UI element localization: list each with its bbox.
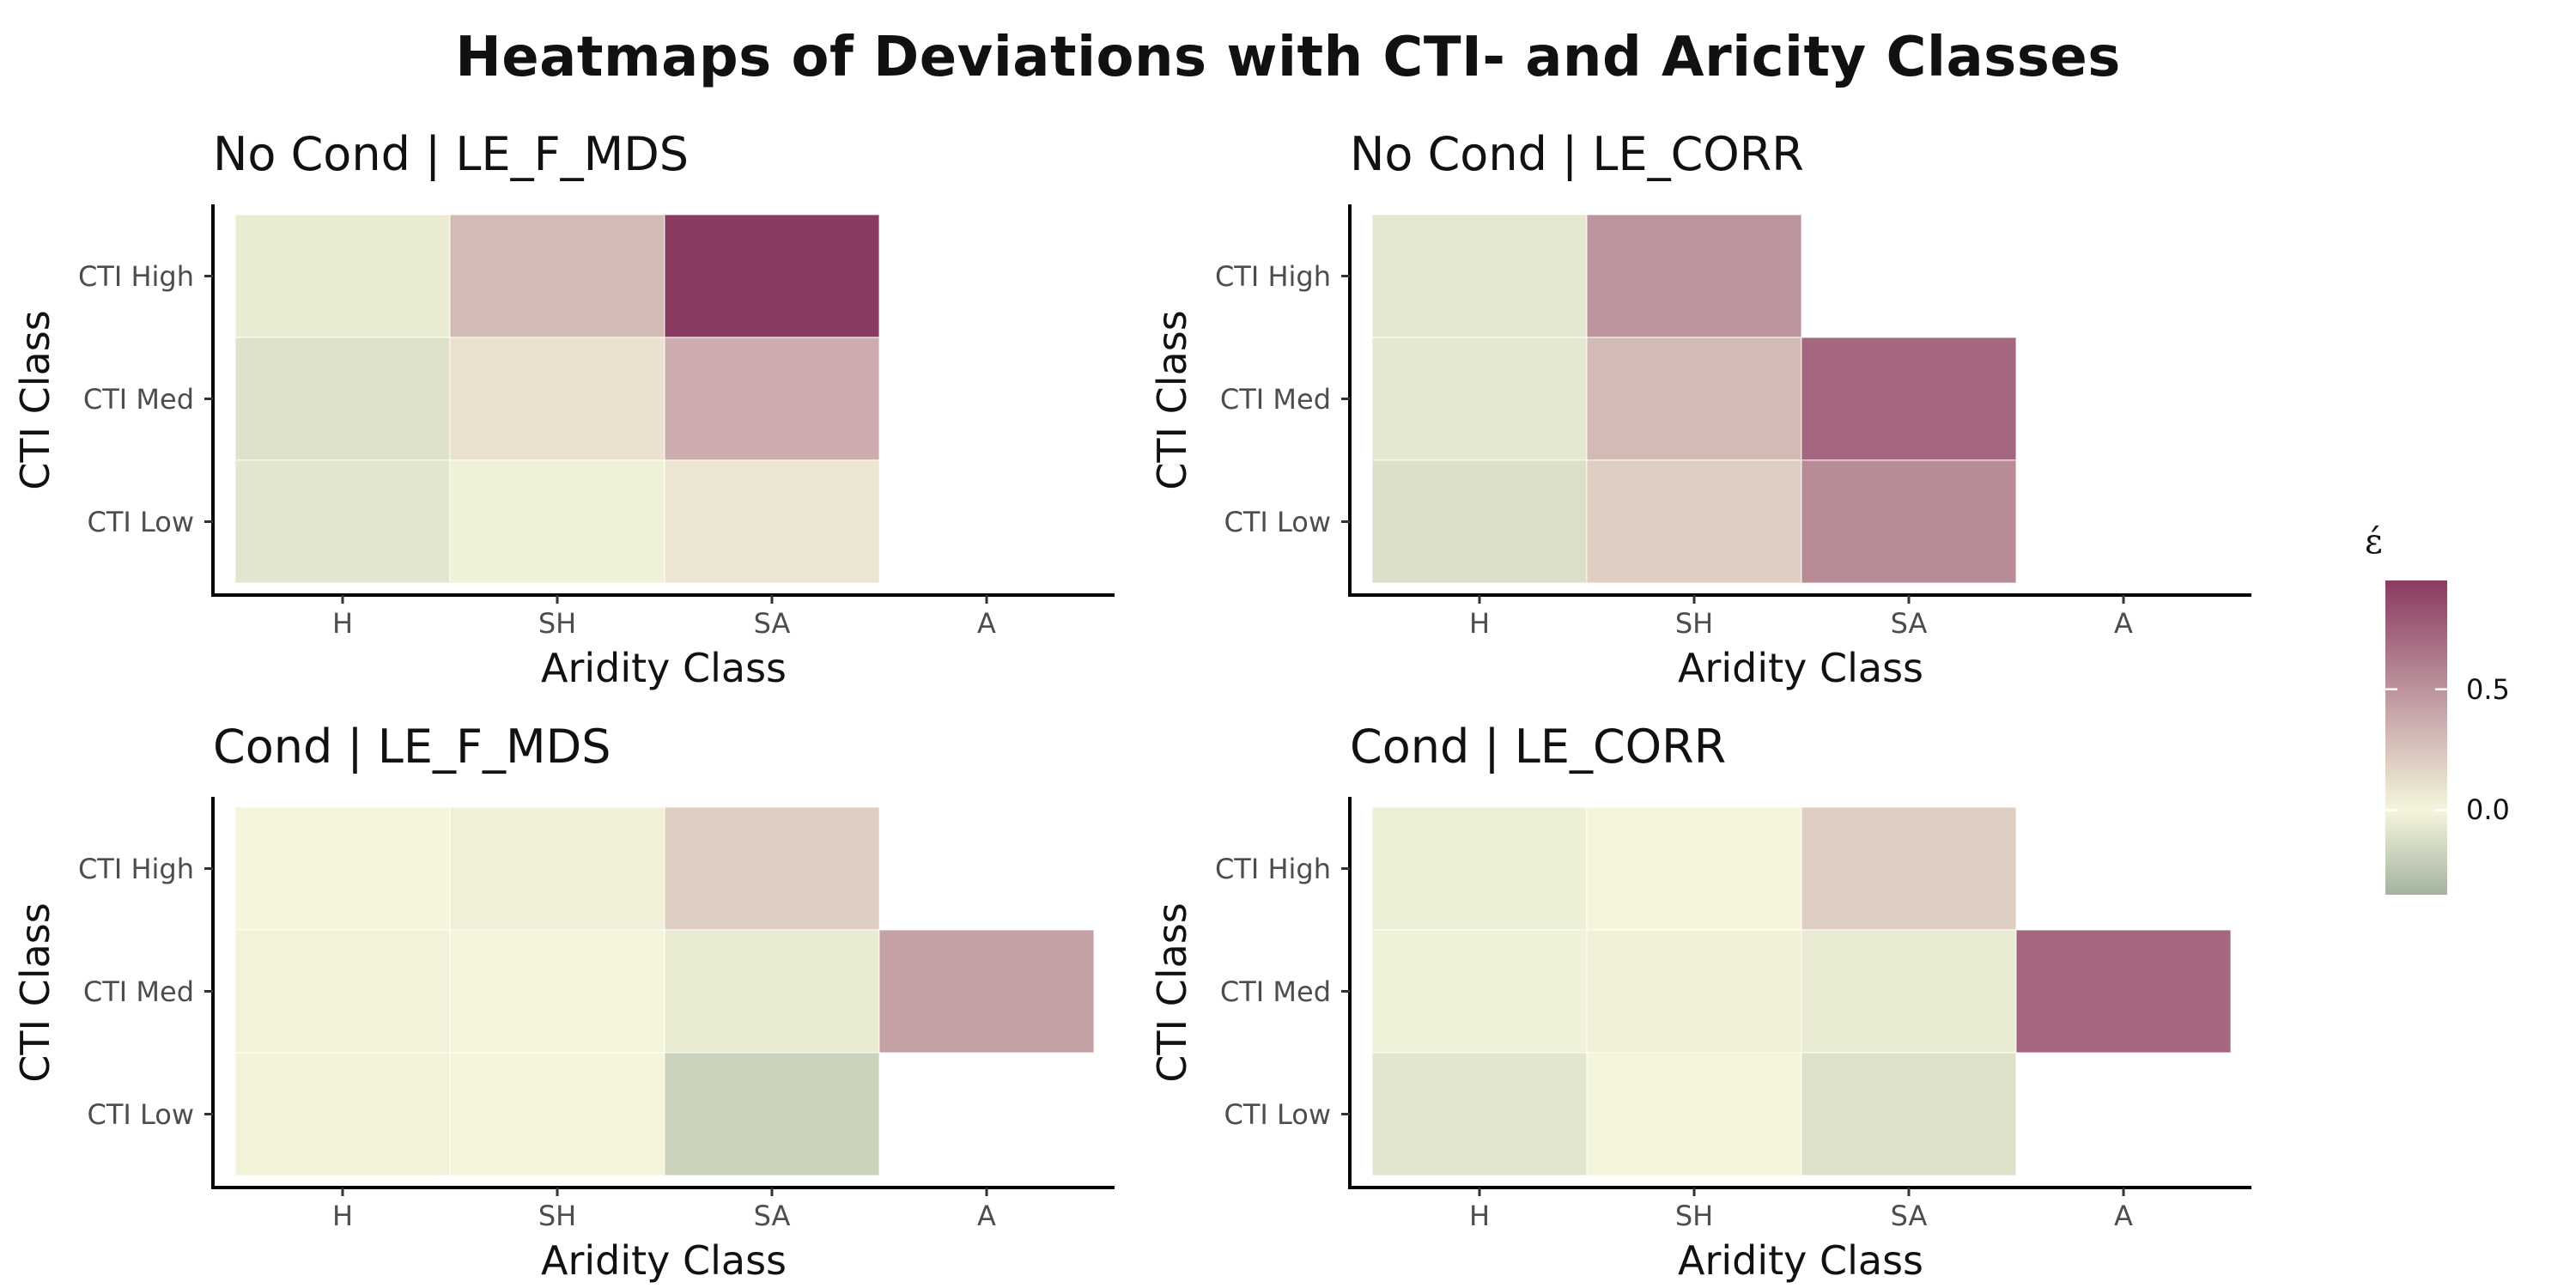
y-tick-label: CTI Med — [1219, 382, 1331, 416]
chart-title: Heatmaps of Deviations with CTI- and Ari… — [455, 26, 2121, 89]
heatmap-cell — [449, 214, 665, 338]
heatmap-cell — [664, 337, 880, 461]
heatmap-cells — [1371, 214, 2017, 584]
panel-title: Cond | LE_F_MDS — [213, 720, 611, 774]
x-axis-label: Aridity Class — [540, 1237, 787, 1284]
y-tick-label: CTI High — [1214, 259, 1331, 293]
heatmap-panel-1 — [204, 204, 1115, 604]
y-tick-label: CTI Low — [1224, 505, 1331, 538]
heatmap-cell — [449, 337, 665, 461]
heatmap-cell — [449, 806, 665, 931]
heatmap-cells — [234, 806, 1095, 1176]
heatmap-cell — [878, 929, 1095, 1054]
x-tick-label: H — [1468, 607, 1491, 640]
y-axis-label: CTI Class — [12, 902, 58, 1083]
heatmap-cell — [1801, 929, 2017, 1054]
x-tick-label: SH — [1674, 607, 1714, 640]
x-tick-label: SH — [538, 1200, 577, 1232]
x-axis-label: Aridity Class — [540, 645, 787, 691]
heatmap-cell — [1586, 1052, 1802, 1176]
heatmap-panel-4 — [1341, 797, 2251, 1196]
x-tick-label: H — [331, 1200, 354, 1232]
x-tick-label: SA — [753, 1200, 791, 1232]
heatmap-cell — [1371, 806, 1588, 931]
x-tick-label: A — [2114, 1200, 2133, 1232]
heatmap-panel-2 — [1341, 204, 2251, 604]
y-tick-label: CTI Low — [87, 1097, 194, 1131]
x-tick-label: SA — [1890, 607, 1928, 640]
heatmap-cell — [1801, 337, 2017, 461]
x-tick-label: SA — [753, 607, 791, 640]
heatmap-cell — [1801, 459, 2017, 584]
y-tick-label: CTI High — [77, 852, 194, 885]
heatmap-cells — [234, 214, 880, 584]
x-tick-label: A — [977, 607, 996, 640]
y-tick-label: CTI High — [1214, 852, 1331, 885]
heatmap-cell — [664, 214, 880, 338]
heatmap-cell — [1371, 1052, 1588, 1176]
x-axis-label: Aridity Class — [1677, 645, 1924, 691]
heatmap-cell — [449, 459, 665, 584]
x-tick-label: H — [331, 607, 354, 640]
y-tick-label: CTI High — [77, 259, 194, 293]
x-tick-label: SH — [538, 607, 577, 640]
heatmap-cell — [449, 929, 665, 1054]
y-axis-label: CTI Class — [1149, 309, 1195, 490]
heatmap-cell — [1371, 929, 1588, 1054]
heatmap-cell — [664, 806, 880, 931]
heatmap-cell — [1586, 214, 1802, 338]
heatmap-cell — [449, 1052, 665, 1176]
panel-title: No Cond | LE_CORR — [1350, 127, 1804, 181]
heatmap-cell — [1371, 214, 1588, 338]
heatmap-cell — [234, 1052, 451, 1176]
x-tick-label: SA — [1890, 1200, 1928, 1232]
heatmap-cell — [234, 214, 451, 338]
colorbar-gradient — [2385, 580, 2447, 895]
heatmap-cell — [1371, 337, 1588, 461]
heatmap-cell — [1801, 1052, 2017, 1176]
heatmap-cell — [234, 806, 451, 931]
y-tick-label: CTI Med — [82, 382, 194, 416]
heatmap-cell — [1371, 459, 1588, 584]
heatmap-cell — [664, 459, 880, 584]
heatmap-cell — [234, 459, 451, 584]
heatmap-cell — [1801, 806, 2017, 931]
y-axis-label: CTI Class — [12, 309, 58, 490]
y-tick-label: CTI Med — [82, 975, 194, 1008]
x-tick-label: A — [977, 1200, 996, 1232]
panel-title: Cond | LE_CORR — [1350, 720, 1727, 774]
x-tick-label: H — [1468, 1200, 1491, 1232]
x-axis-label: Aridity Class — [1677, 1237, 1924, 1284]
heatmap-cell — [1586, 337, 1802, 461]
heatmap-cell — [234, 337, 451, 461]
legend-tick-label: 0.0 — [2466, 793, 2510, 827]
y-tick-label: CTI Low — [1224, 1097, 1331, 1131]
y-tick-label: CTI Low — [87, 505, 194, 538]
legend-tick-label: 0.5 — [2466, 672, 2510, 706]
legend-colorbar — [2385, 580, 2447, 895]
y-tick-label: CTI Med — [1219, 975, 1331, 1008]
heatmap-cell — [664, 1052, 880, 1176]
heatmap-cell — [1586, 929, 1802, 1054]
x-tick-label: SH — [1674, 1200, 1714, 1232]
heatmap-cell — [234, 929, 451, 1054]
heatmap-cell — [1586, 459, 1802, 584]
y-axis-label: CTI Class — [1149, 902, 1195, 1083]
x-tick-label: A — [2114, 607, 2133, 640]
panel-title: No Cond | LE_F_MDS — [213, 127, 690, 181]
heatmap-cell — [664, 929, 880, 1054]
heatmap-cells — [1371, 806, 2232, 1176]
heatmap-panel-3 — [204, 797, 1115, 1196]
heatmap-cell — [2015, 929, 2232, 1054]
heatmap-cell — [1586, 806, 1802, 931]
legend-title: έ — [2365, 522, 2383, 562]
